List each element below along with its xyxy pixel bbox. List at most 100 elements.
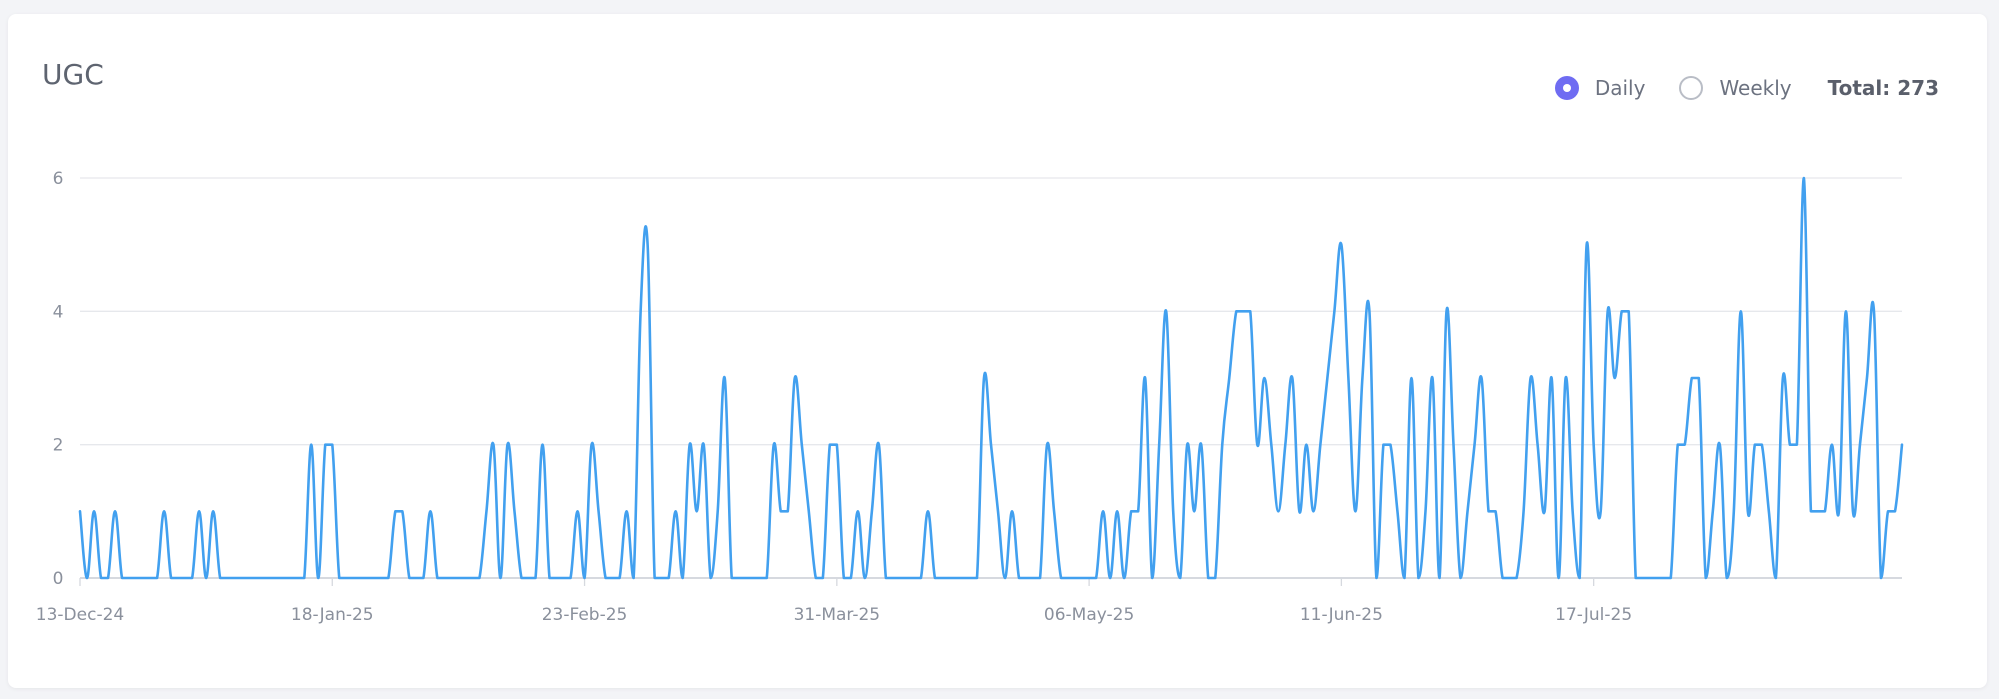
data-point bbox=[435, 576, 439, 580]
data-point bbox=[709, 576, 713, 580]
data-point bbox=[1879, 576, 1883, 580]
data-point bbox=[512, 509, 516, 513]
data-point bbox=[1318, 443, 1322, 447]
data-point bbox=[1452, 443, 1456, 447]
data-point bbox=[85, 576, 89, 580]
data-point bbox=[1627, 309, 1631, 313]
data-point bbox=[421, 576, 425, 580]
data-point bbox=[1241, 309, 1245, 313]
data-point bbox=[737, 576, 741, 580]
data-point bbox=[449, 576, 453, 580]
data-point bbox=[681, 576, 685, 580]
data-point bbox=[625, 509, 629, 513]
data-point bbox=[1767, 509, 1771, 513]
data-point bbox=[1269, 443, 1273, 447]
data-point bbox=[1459, 576, 1463, 580]
data-point bbox=[1844, 309, 1848, 313]
data-point bbox=[1283, 443, 1287, 447]
data-point bbox=[758, 576, 762, 580]
data-point bbox=[1367, 309, 1371, 313]
data-point bbox=[1101, 509, 1105, 513]
data-point bbox=[323, 443, 327, 447]
data-point bbox=[1697, 376, 1701, 380]
x-tick-label: 13-Dec-24 bbox=[36, 605, 124, 625]
data-point bbox=[1515, 576, 1519, 580]
data-point bbox=[288, 576, 292, 580]
data-point bbox=[78, 509, 82, 513]
data-point bbox=[730, 576, 734, 580]
data-point bbox=[562, 576, 566, 580]
data-point bbox=[1753, 443, 1757, 447]
data-point bbox=[1164, 309, 1168, 313]
data-point bbox=[1437, 576, 1441, 580]
data-point bbox=[996, 509, 1000, 513]
data-point bbox=[611, 576, 615, 580]
data-point bbox=[463, 576, 467, 580]
data-point bbox=[1564, 376, 1568, 380]
data-point bbox=[793, 376, 797, 380]
data-point bbox=[632, 576, 636, 580]
data-point bbox=[330, 443, 334, 447]
data-point bbox=[190, 576, 194, 580]
data-point bbox=[337, 576, 341, 580]
daily-option[interactable]: Daily bbox=[1554, 76, 1645, 100]
data-point bbox=[1823, 509, 1827, 513]
data-point bbox=[1003, 576, 1007, 580]
total-count: Total: 273 bbox=[1827, 76, 1939, 100]
data-point bbox=[1395, 509, 1399, 513]
data-point bbox=[365, 576, 369, 580]
data-point bbox=[281, 576, 285, 580]
data-point bbox=[1473, 443, 1477, 447]
data-point bbox=[260, 576, 264, 580]
data-point bbox=[856, 509, 860, 513]
data-point bbox=[639, 309, 643, 313]
data-point bbox=[302, 576, 306, 580]
data-point bbox=[316, 576, 320, 580]
data-point bbox=[113, 509, 117, 513]
data-point bbox=[1809, 509, 1813, 513]
data-point bbox=[1851, 509, 1855, 513]
data-point bbox=[772, 443, 776, 447]
data-point bbox=[1073, 576, 1077, 580]
weekly-option[interactable]: Weekly bbox=[1679, 76, 1792, 100]
data-point bbox=[1669, 576, 1673, 580]
data-point bbox=[884, 576, 888, 580]
daily-radio[interactable] bbox=[1554, 76, 1579, 100]
data-point bbox=[1571, 509, 1575, 513]
data-point bbox=[372, 576, 376, 580]
x-tick-label: 31-Mar-25 bbox=[794, 605, 881, 625]
data-point bbox=[968, 576, 972, 580]
data-point bbox=[239, 576, 243, 580]
data-point bbox=[1332, 309, 1336, 313]
data-point bbox=[1374, 576, 1378, 580]
data-point bbox=[1900, 443, 1904, 447]
data-point bbox=[1017, 576, 1021, 580]
data-point bbox=[197, 509, 201, 513]
data-point bbox=[1893, 509, 1897, 513]
data-point bbox=[1388, 443, 1392, 447]
data-point bbox=[183, 576, 187, 580]
data-point bbox=[1494, 509, 1498, 513]
data-point bbox=[148, 576, 152, 580]
data-point bbox=[1087, 576, 1091, 580]
data-point bbox=[982, 376, 986, 380]
weekly-radio[interactable] bbox=[1679, 76, 1704, 100]
data-point bbox=[814, 576, 818, 580]
data-point bbox=[1402, 576, 1406, 580]
y-tick-label: 2 bbox=[53, 436, 64, 456]
x-tick-label: 17-Jul-25 bbox=[1555, 605, 1632, 625]
data-point bbox=[1725, 576, 1729, 580]
data-point bbox=[1760, 443, 1764, 447]
data-point bbox=[744, 576, 748, 580]
data-point bbox=[569, 576, 573, 580]
data-point bbox=[541, 443, 545, 447]
series-line bbox=[78, 176, 1904, 580]
data-point bbox=[695, 509, 699, 513]
data-point bbox=[1248, 309, 1252, 313]
data-point bbox=[1150, 576, 1154, 580]
data-point bbox=[835, 443, 839, 447]
data-point bbox=[1613, 376, 1617, 380]
data-point bbox=[162, 509, 166, 513]
data-point bbox=[1381, 443, 1385, 447]
data-point bbox=[1206, 576, 1210, 580]
